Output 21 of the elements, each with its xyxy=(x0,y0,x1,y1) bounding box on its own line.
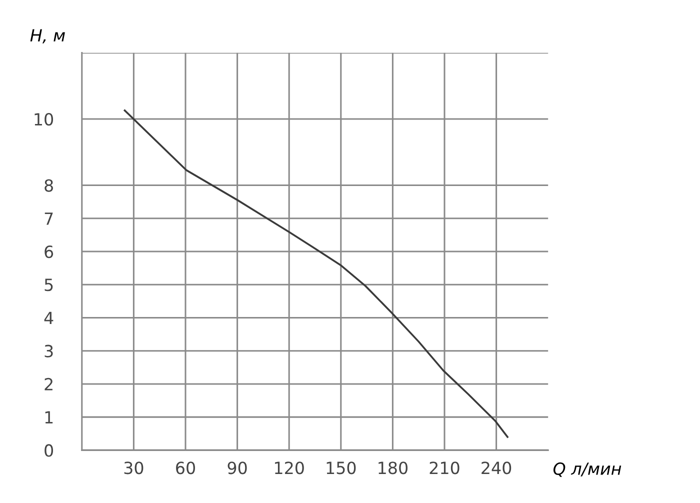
x-tick-label: 150 xyxy=(326,462,356,474)
x-tick-label: 90 xyxy=(228,462,247,474)
line-series xyxy=(124,110,508,438)
x-tick-label: 180 xyxy=(378,462,408,474)
x-axis-title: Q л/мин xyxy=(553,462,622,477)
x-tick-label: 30 xyxy=(124,462,144,474)
y-tick-label: 1 xyxy=(45,411,53,424)
y-tick-label: 5 xyxy=(44,278,53,292)
y-tick-label: 10 xyxy=(34,113,54,126)
y-tick-label: 4 xyxy=(44,312,54,324)
y-tick-label: 2 xyxy=(44,378,52,390)
x-tick-label: 210 xyxy=(430,462,460,474)
x-tick-label: 240 xyxy=(482,462,512,474)
y-tick-label: 0 xyxy=(44,444,54,457)
y-tick-label: 8 xyxy=(44,179,53,192)
y-tick-label: 6 xyxy=(44,245,54,258)
y-tick-label: 3 xyxy=(44,344,53,358)
y-axis-title: H, м xyxy=(30,29,65,44)
x-tick-label: 60 xyxy=(176,462,195,474)
x-tick-label: 120 xyxy=(275,462,304,474)
y-tick-label: 7 xyxy=(44,212,53,225)
